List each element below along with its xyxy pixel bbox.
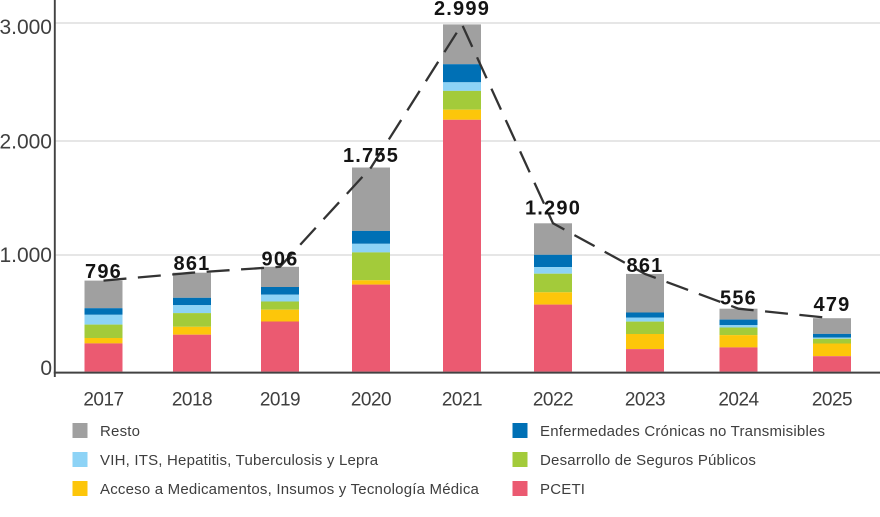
svg-text:PCETI: PCETI [540,481,585,498]
svg-text:861: 861 [174,253,211,275]
svg-text:VIH, ITS, Hepatitis, Tuberculo: VIH, ITS, Hepatitis, Tuberculosis y Lepr… [100,452,379,469]
svg-text:479: 479 [814,294,851,316]
svg-text:906: 906 [262,248,299,270]
svg-text:2022: 2022 [533,390,573,411]
svg-text:2019: 2019 [260,390,300,411]
svg-text:2.000: 2.000 [0,131,52,154]
svg-text:0: 0 [40,357,52,380]
svg-text:Desarrollo de Seguros Públicos: Desarrollo de Seguros Públicos [540,452,756,469]
svg-text:2024: 2024 [718,390,759,411]
svg-text:556: 556 [720,288,757,310]
svg-text:1.000: 1.000 [0,244,52,267]
svg-text:2023: 2023 [625,390,665,411]
svg-text:2020: 2020 [351,390,391,411]
svg-text:2.999: 2.999 [434,0,490,20]
svg-text:1.755: 1.755 [343,145,399,167]
svg-text:Enfermedades Crónicas no Trans: Enfermedades Crónicas no Transmisibles [540,423,825,440]
svg-text:2025: 2025 [812,390,852,411]
svg-text:2017: 2017 [83,390,123,411]
svg-text:Acceso a Medicamentos, Insumos: Acceso a Medicamentos, Insumos y Tecnolo… [100,481,480,498]
svg-text:1.290: 1.290 [525,197,581,219]
svg-text:2021: 2021 [442,390,482,411]
svg-text:2018: 2018 [172,390,212,411]
svg-text:861: 861 [627,255,664,277]
svg-text:3.000: 3.000 [0,16,52,39]
svg-text:Resto: Resto [100,423,140,440]
svg-text:796: 796 [85,261,122,283]
